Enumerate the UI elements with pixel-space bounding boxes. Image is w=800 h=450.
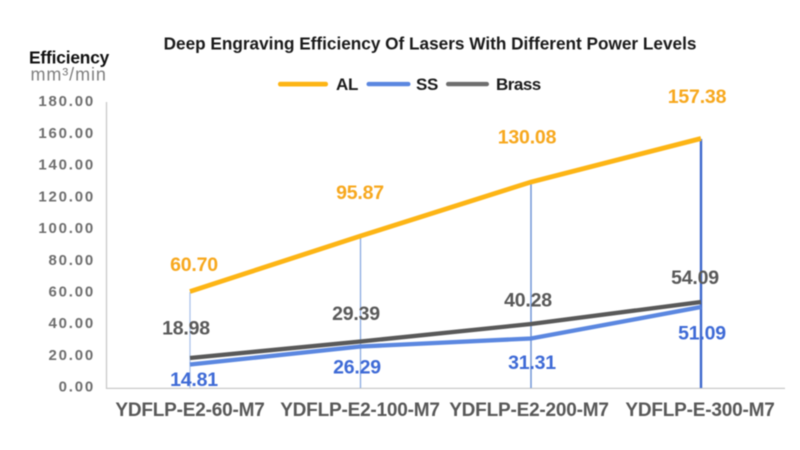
svg-text:18.98: 18.98 — [162, 318, 210, 340]
svg-text:mm³/min: mm³/min — [31, 65, 107, 85]
svg-text:26.29: 26.29 — [333, 357, 381, 379]
svg-text:80.00: 80.00 — [48, 252, 95, 269]
svg-text:60.70: 60.70 — [170, 254, 218, 276]
svg-text:157.38: 157.38 — [668, 86, 727, 108]
svg-text:160.00: 160.00 — [38, 125, 95, 142]
svg-text:YDFLP-E-300-M7: YDFLP-E-300-M7 — [625, 400, 774, 421]
svg-text:120.00: 120.00 — [38, 188, 95, 205]
svg-text:Brass: Brass — [496, 75, 541, 94]
svg-text:YDFLP-E2-200-M7: YDFLP-E2-200-M7 — [449, 400, 609, 421]
svg-text:40.00: 40.00 — [48, 315, 95, 332]
svg-text:140.00: 140.00 — [38, 157, 95, 174]
svg-text:20.00: 20.00 — [48, 347, 95, 364]
svg-text:AL: AL — [336, 75, 358, 94]
svg-text:31.31: 31.31 — [508, 352, 556, 374]
svg-text:Efficiency: Efficiency — [29, 48, 110, 68]
svg-text:95.87: 95.87 — [336, 182, 384, 204]
svg-text:Deep Engraving Efficiency Of L: Deep Engraving Efficiency Of Lasers With… — [164, 34, 697, 54]
svg-text:YDFLP-E2-60-M7: YDFLP-E2-60-M7 — [115, 400, 264, 421]
svg-text:130.08: 130.08 — [498, 127, 557, 149]
svg-text:29.39: 29.39 — [332, 303, 380, 325]
svg-text:60.00: 60.00 — [48, 284, 95, 301]
svg-text:40.28: 40.28 — [504, 290, 552, 312]
svg-text:14.81: 14.81 — [170, 369, 218, 391]
svg-text:100.00: 100.00 — [38, 220, 95, 237]
svg-text:54.09: 54.09 — [671, 267, 719, 289]
svg-text:0.00: 0.00 — [59, 379, 95, 396]
svg-text:YDFLP-E2-100-M7: YDFLP-E2-100-M7 — [280, 400, 440, 421]
svg-text:51.09: 51.09 — [678, 323, 726, 345]
svg-text:180.00: 180.00 — [38, 93, 95, 110]
svg-text:SS: SS — [416, 75, 438, 94]
